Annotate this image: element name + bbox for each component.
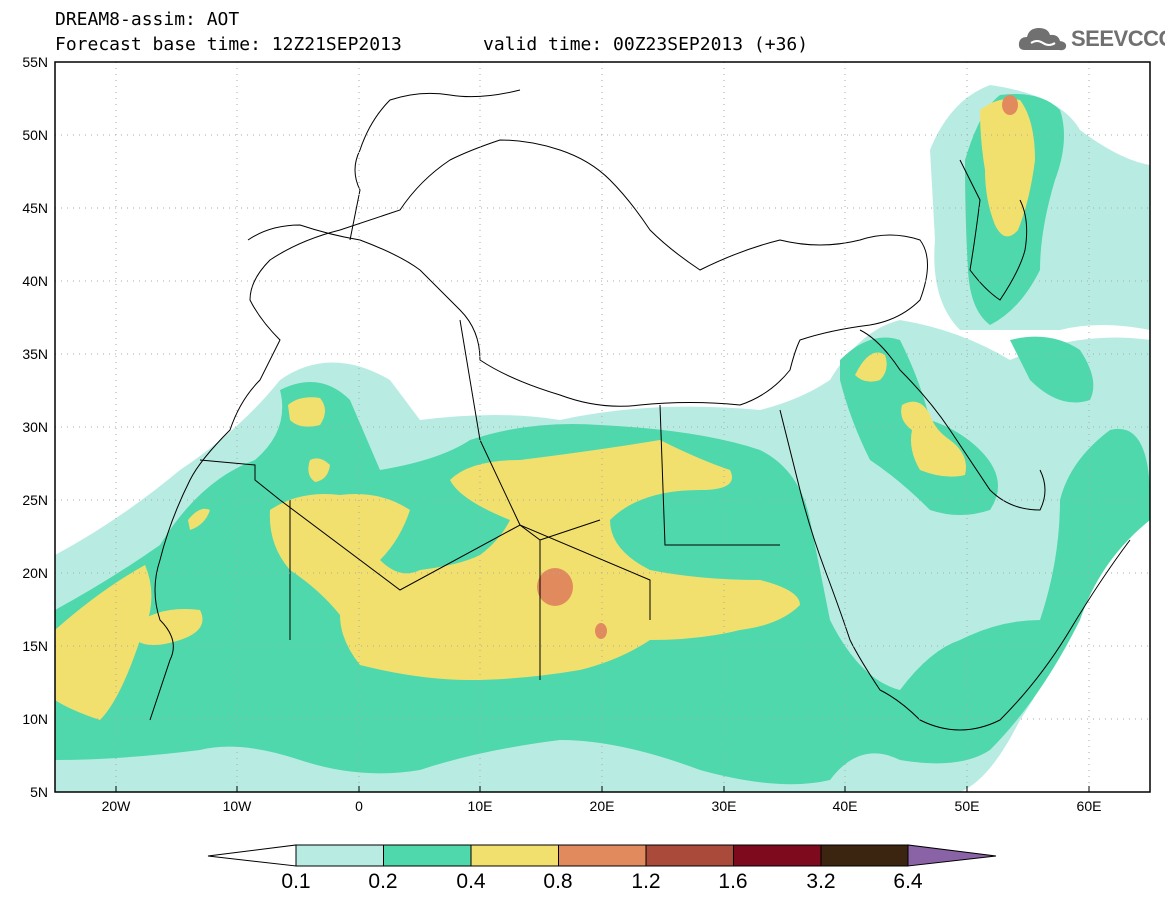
colorbar-label: 0.8 xyxy=(543,870,573,893)
colorbar-cell-4 xyxy=(558,844,647,867)
axis-ticks xyxy=(115,786,1090,792)
lon-label: 0 xyxy=(355,798,363,814)
lat-label: 15N xyxy=(22,638,48,654)
colorbar xyxy=(207,844,997,867)
logo-text: SEEVCCC xyxy=(1071,26,1165,51)
valid-time: valid time: 00Z23SEP2013 (+36) xyxy=(483,34,809,55)
colorbar-cell-3 xyxy=(470,844,559,867)
colorbar-label: 3.2 xyxy=(806,870,836,893)
lat-label: 35N xyxy=(22,346,48,362)
coastlines xyxy=(149,89,1131,731)
cloud-logo-icon xyxy=(1018,28,1067,51)
colorbar-label: 0.1 xyxy=(281,870,311,893)
lat-label: 5N xyxy=(30,784,48,800)
lat-label: 55N xyxy=(22,54,48,70)
lon-label: 60E xyxy=(1076,798,1102,814)
lon-label: 10W xyxy=(222,798,252,814)
lon-label: 10E xyxy=(467,798,493,814)
lat-label: 40N xyxy=(22,273,48,289)
lon-label: 30E xyxy=(711,798,737,814)
colorbar-cell-5 xyxy=(645,844,734,867)
colorbar-cell-2 xyxy=(383,844,472,867)
colorbar-label: 1.2 xyxy=(631,870,661,893)
colorbar-high-arrow xyxy=(907,844,997,867)
colorbar-label: 0.2 xyxy=(368,870,398,893)
lat-label: 50N xyxy=(22,127,48,143)
lat-label: 45N xyxy=(22,200,48,216)
map-grid xyxy=(55,62,1150,792)
lat-label: 25N xyxy=(22,492,48,508)
lat-label: 20N xyxy=(22,565,48,581)
colorbar-cell-6 xyxy=(733,844,822,867)
colorbar-label: 1.6 xyxy=(718,870,748,893)
lat-label: 30N xyxy=(22,419,48,435)
aot-band-0.8 xyxy=(537,95,1018,639)
colorbar-cell-7 xyxy=(820,844,909,867)
lon-label: 50E xyxy=(954,798,980,814)
lat-label: 10N xyxy=(22,711,48,727)
colorbar-cell-1 xyxy=(295,844,384,867)
aot-band-0.4 xyxy=(55,98,1035,720)
colorbar-label: 6.4 xyxy=(893,870,923,893)
seevccc-logo: SEEVCCC xyxy=(1017,22,1165,56)
forecast-base-time: Forecast base time: 12Z21SEP2013 xyxy=(55,34,402,55)
map-title: DREAM8-assim: AOT xyxy=(55,9,240,30)
lon-label: 40E xyxy=(832,798,858,814)
lon-label: 20W xyxy=(101,798,131,814)
colorbar-low-arrow xyxy=(207,844,297,867)
lon-label: 20E xyxy=(589,798,615,814)
colorbar-label: 0.4 xyxy=(456,870,486,893)
